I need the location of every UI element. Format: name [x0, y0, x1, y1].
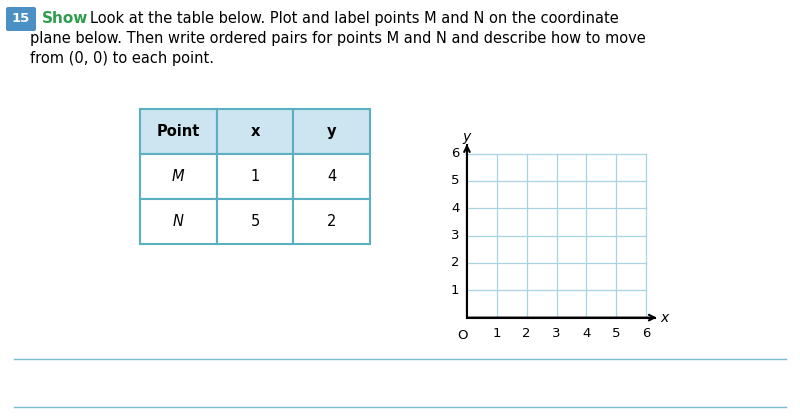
Bar [217, 154, 294, 199]
Text: y: y [463, 130, 471, 144]
Text: from (0, 0) to each point.: from (0, 0) to each point. [30, 52, 214, 67]
Text: 4: 4 [582, 327, 590, 340]
Text: 6: 6 [451, 147, 459, 160]
FancyBboxPatch shape [6, 7, 36, 31]
Bar [294, 154, 370, 199]
Text: 5: 5 [451, 174, 459, 187]
Text: O: O [458, 329, 468, 342]
Text: Point: Point [157, 124, 200, 139]
Text: M: M [172, 169, 185, 184]
Bar [294, 109, 370, 154]
Text: 1: 1 [493, 327, 501, 340]
Text: N: N [173, 214, 184, 229]
Text: Look at the table below. Plot and label points M and N on the coordinate: Look at the table below. Plot and label … [90, 11, 618, 26]
Bar [217, 109, 294, 154]
Text: 4: 4 [451, 202, 459, 215]
Text: Show: Show [42, 11, 88, 26]
Text: 1: 1 [451, 284, 459, 297]
Text: x: x [250, 124, 260, 139]
Text: 4: 4 [327, 169, 336, 184]
Bar [140, 199, 217, 244]
Text: 1: 1 [250, 169, 260, 184]
Text: 15: 15 [12, 13, 30, 26]
Text: 2: 2 [451, 256, 459, 269]
Text: 3: 3 [451, 229, 459, 242]
Bar [140, 109, 217, 154]
Bar [217, 199, 294, 244]
Text: 2: 2 [327, 214, 336, 229]
Text: 5: 5 [612, 327, 621, 340]
Text: x: x [660, 310, 668, 325]
Text: 6: 6 [642, 327, 650, 340]
Text: 3: 3 [552, 327, 561, 340]
Text: 5: 5 [250, 214, 260, 229]
Bar [140, 154, 217, 199]
Text: plane below. Then write ordered pairs for points M and N and describe how to mov: plane below. Then write ordered pairs fo… [30, 31, 646, 47]
Text: 2: 2 [522, 327, 531, 340]
Text: y: y [327, 124, 337, 139]
Bar [294, 199, 370, 244]
